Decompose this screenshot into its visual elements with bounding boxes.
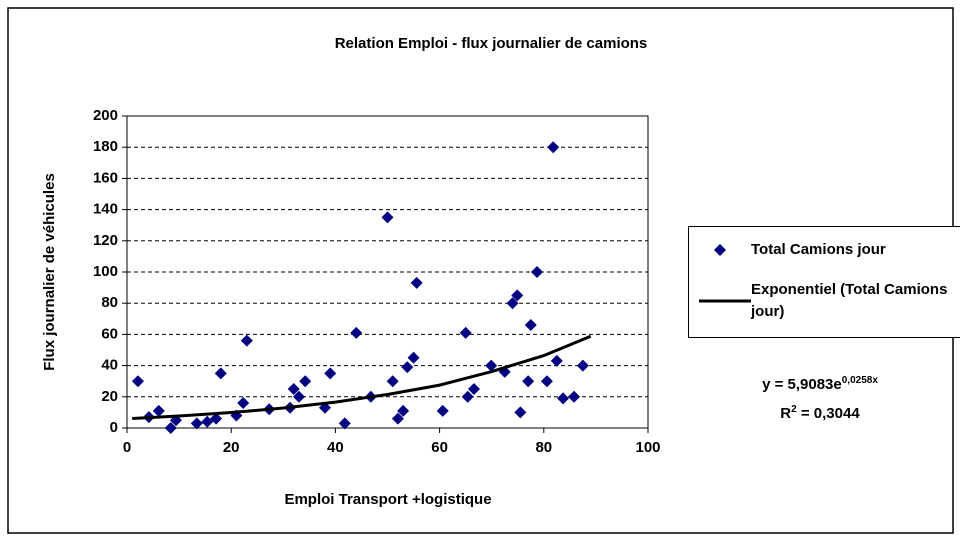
point — [164, 422, 177, 434]
x-tick-label: 0 — [123, 439, 131, 456]
legend-marker — [699, 299, 751, 303]
y-tick-label: 100 — [93, 263, 118, 280]
point — [524, 319, 537, 332]
point — [299, 375, 312, 388]
point — [459, 326, 472, 339]
equation-exponent: 0,0258x — [841, 375, 878, 386]
point — [531, 266, 544, 278]
point — [350, 326, 363, 339]
legend-label: Total Camions jour — [751, 241, 886, 258]
legend-item: Exponentiel (Total Camions jour) — [689, 279, 956, 323]
point — [210, 412, 223, 425]
point — [397, 404, 410, 417]
point — [410, 276, 423, 289]
y-tick-label: 0 — [110, 419, 118, 436]
y-tick-label: 160 — [93, 169, 118, 186]
point — [568, 390, 581, 403]
legend: Total Camions jour Exponentiel (Total Ca… — [688, 226, 960, 338]
point — [550, 354, 563, 367]
equation-base: y = 5,9083e — [762, 376, 842, 393]
chart-title: Relation Emploi - flux journalier de cam… — [335, 35, 648, 52]
point — [407, 351, 420, 364]
point — [522, 375, 535, 388]
point — [237, 397, 250, 410]
x-tick-label: 80 — [535, 439, 552, 456]
point — [391, 412, 404, 425]
legend-diamond — [714, 244, 726, 256]
y-tick-label: 180 — [93, 138, 118, 155]
point — [292, 390, 305, 403]
y-tick-label: 40 — [101, 357, 118, 374]
trendline-equation: y = 5,9083e0,0258x R2 = 0,3044 — [700, 368, 940, 426]
legend-item: Total Camions jour — [689, 239, 956, 261]
y-axis-label: Flux journalier de véhicules — [41, 173, 58, 371]
y-tick-label: 80 — [101, 294, 118, 311]
y-tick-label: 60 — [101, 325, 118, 342]
point — [338, 417, 351, 430]
point — [324, 367, 337, 380]
point — [506, 297, 519, 310]
point — [576, 359, 589, 372]
point — [557, 392, 570, 405]
point — [214, 367, 227, 380]
point — [436, 404, 449, 417]
point — [190, 417, 203, 430]
point — [152, 404, 165, 417]
y-tick-label: 20 — [101, 388, 118, 405]
y-tick-label: 200 — [93, 107, 118, 124]
trendline — [132, 334, 592, 420]
point — [287, 383, 300, 395]
legend-marker — [714, 244, 726, 256]
point — [540, 375, 553, 388]
x-axis-label: Emploi Transport +logistique — [284, 491, 491, 508]
point — [547, 141, 560, 154]
x-tick-label: 20 — [223, 439, 240, 456]
y-tick-label: 120 — [93, 232, 118, 249]
r-value: = 0,3044 — [796, 405, 860, 422]
r-sup: 2 — [791, 404, 797, 415]
y-tick-label: 140 — [93, 201, 118, 218]
x-tick-label: 60 — [431, 439, 448, 456]
legend-label: Exponentiel (Total Camions jour) — [751, 281, 948, 320]
x-tick-label: 40 — [327, 439, 344, 456]
point — [514, 406, 527, 419]
x-tick-label: 100 — [635, 439, 660, 456]
point — [386, 375, 399, 388]
point — [240, 334, 253, 347]
point — [485, 359, 498, 372]
point — [511, 289, 524, 302]
point — [401, 361, 414, 374]
equation: y = 5,9083e0,0258x — [700, 368, 940, 397]
r-prefix: R — [780, 405, 792, 422]
point — [381, 211, 394, 224]
point — [461, 390, 474, 403]
point — [131, 375, 144, 388]
point — [467, 383, 480, 395]
plot-area — [126, 115, 649, 429]
r-squared: R2 = 0,3044 — [700, 397, 940, 426]
